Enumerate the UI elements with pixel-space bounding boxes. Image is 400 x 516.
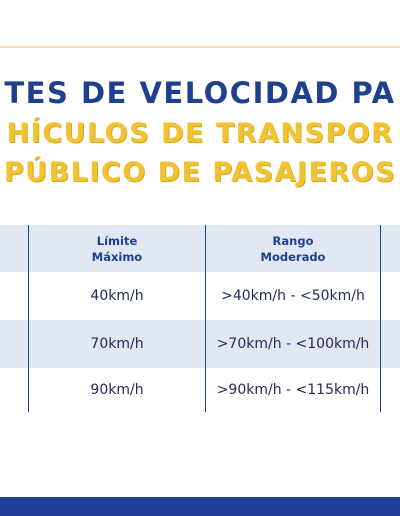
table-cell: 70km/h <box>90 336 144 352</box>
table-cell: 40km/h <box>90 288 144 304</box>
column-header: Límite Máximo <box>29 225 205 272</box>
header-text: Rango <box>272 233 314 248</box>
header-text: Límite <box>96 233 138 248</box>
column-separator <box>28 225 29 412</box>
table-cell: >90km/h - <115km/h <box>216 382 370 398</box>
table-cell: 90km/h <box>90 382 144 398</box>
title: TES DE VELOCIDAD PA <box>4 76 396 110</box>
subtitle-line: PÚBLICO DE PASAJEROS <box>3 157 397 188</box>
column-separator <box>380 225 381 412</box>
top-line <box>0 46 400 48</box>
bottom-bar <box>0 497 400 516</box>
header-text: Moderado <box>260 249 326 264</box>
table-header <box>0 225 400 272</box>
table-cell: >40km/h - <50km/h <box>221 288 365 304</box>
header-text: Máximo <box>91 249 143 264</box>
column-separator <box>205 225 206 412</box>
table-row <box>0 272 400 320</box>
table-row <box>0 368 400 412</box>
table-cell: >70km/h - <100km/h <box>216 336 370 352</box>
table-row <box>0 320 400 368</box>
column-header: Rango Moderado <box>206 225 380 272</box>
subtitle-line: HÍCULOS DE TRANSPOR <box>6 118 394 149</box>
